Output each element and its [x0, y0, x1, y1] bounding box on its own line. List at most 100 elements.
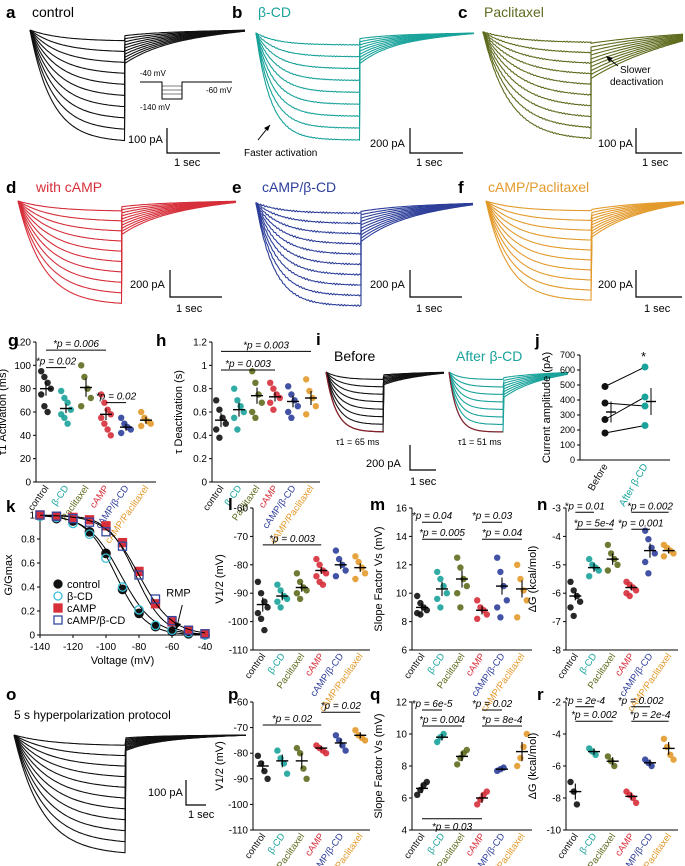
y-tick-label: -2 — [552, 698, 561, 709]
data-point — [252, 414, 259, 421]
panel-letter-q: q — [370, 685, 380, 704]
data-point — [361, 570, 369, 577]
y-axis-label: Slope Factor Vs (mV) — [373, 713, 385, 818]
panel-o-current-traces: o 5 s hyperpolarization protocol — [6, 685, 247, 854]
y-tick-label: 40 — [20, 431, 32, 442]
current-sweep — [17, 200, 236, 222]
scale-bar-e: 200 pA 1 sec — [370, 270, 462, 315]
data-point — [570, 612, 577, 620]
y-tick-label: 12 — [396, 560, 408, 571]
data-point — [316, 561, 323, 568]
x-tick-label: -120 — [63, 642, 83, 653]
panel-letter-d: d — [6, 178, 16, 197]
scale-bar-c: 100 pA 1 sec — [598, 128, 682, 169]
current-sweep — [29, 29, 246, 74]
current-sweep — [17, 200, 237, 304]
data-point — [231, 385, 238, 392]
current-sweep — [482, 31, 684, 65]
data-point — [101, 399, 108, 406]
data-point — [645, 536, 652, 543]
data-point — [254, 609, 262, 617]
scale-bar-f-x: 1 sec — [644, 303, 671, 315]
current-sweep — [485, 200, 685, 231]
scale-bar-i: 200 pA 1 sec — [366, 445, 437, 488]
panel-b-current-traces: b β-CD Faster activation — [232, 3, 475, 159]
current-sweep — [29, 29, 246, 119]
data-point — [293, 570, 301, 577]
current-sweep — [482, 31, 684, 75]
data-point — [517, 575, 524, 583]
panel-o-sweeps — [13, 734, 247, 854]
data-point — [117, 541, 128, 551]
data-point — [352, 575, 359, 583]
data-point — [586, 555, 593, 563]
data-point — [44, 379, 51, 386]
data-point — [474, 615, 481, 622]
y-tick-label: 0.2 — [21, 607, 35, 618]
plot-r: r-10-8-6-4-2ΔG (kcal/mol)controlβ-CDPacl… — [527, 685, 678, 866]
pair-line — [604, 425, 646, 434]
x-tick-label: -100 — [96, 642, 116, 653]
y-axis-label: ΔG (kcal/mol) — [527, 546, 539, 613]
significance-label: *p = 0.03 — [432, 822, 473, 833]
y-tick-label: -70 — [234, 532, 249, 543]
data-point — [592, 751, 599, 758]
inset-label-bottom: -140 mV — [140, 103, 171, 112]
current-sweep — [485, 200, 685, 281]
scale-bar-o: 100 pA 1 sec — [148, 780, 215, 821]
data-point — [234, 426, 241, 433]
current-sweep — [17, 200, 237, 232]
panel-e-current-traces: e cAMP/β-CD — [232, 178, 474, 308]
y-tick-label: 80 — [20, 384, 32, 395]
data-point — [200, 629, 210, 639]
significance-star: * — [641, 349, 646, 364]
data-point — [306, 387, 313, 395]
data-point — [641, 422, 649, 429]
data-point — [303, 587, 310, 594]
panel-b-title: β-CD — [258, 4, 291, 20]
data-point — [303, 411, 310, 418]
data-point — [257, 590, 265, 597]
data-point — [300, 765, 307, 772]
y-tick-label: 0.6 — [193, 408, 207, 419]
scale-bar-b-x: 1 sec — [416, 157, 443, 169]
y-tick-label: -8 — [552, 794, 561, 805]
y-tick-label: -5 — [552, 560, 561, 571]
y-tick-label: 300 — [560, 410, 575, 420]
significance-label: *p = 0.001 — [618, 518, 664, 529]
y-tick-label: 10 — [396, 730, 408, 741]
data-point — [41, 403, 48, 410]
data-point — [601, 383, 609, 390]
y-tick-label: 6 — [401, 794, 407, 805]
x-axis-label: Voltage (mV) — [91, 655, 155, 667]
panel-letter-j: j — [534, 331, 540, 350]
data-point — [118, 429, 125, 437]
data-point — [270, 385, 277, 392]
y-tick-label: 0 — [570, 455, 575, 465]
x-tick-label: -40 — [198, 642, 213, 653]
panel-letter-o: o — [6, 685, 16, 704]
current-sweep — [255, 202, 473, 215]
data-point — [443, 590, 450, 597]
y-tick-label: 0.4 — [21, 583, 35, 594]
panel-a-current-traces: a control -40 mV -60 mV -140 mV — [6, 3, 246, 142]
data-point — [84, 529, 95, 540]
y-axis-label: ΔG (kcal/mol) — [527, 733, 539, 800]
y-tick-label: -80 — [234, 749, 249, 760]
current-sweep — [255, 32, 475, 129]
plot-j: j 0 100 200 300 400 500 600 700 Current amplitude… — [534, 331, 670, 509]
data-point — [283, 770, 291, 777]
data-point — [342, 567, 349, 574]
significance-label: *p = 0.006 — [53, 339, 99, 350]
data-point — [434, 595, 441, 603]
data-point — [319, 581, 327, 588]
data-point — [138, 422, 145, 430]
y-tick-label: 1 — [29, 511, 35, 522]
current-sweep — [448, 371, 569, 380]
panel-i-after-traces: After β-CD τ1 = 51 ms — [448, 348, 569, 447]
data-point — [254, 752, 262, 759]
